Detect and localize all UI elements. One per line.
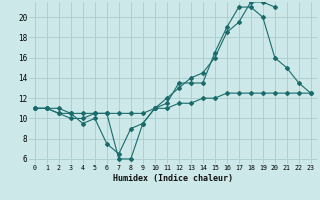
X-axis label: Humidex (Indice chaleur): Humidex (Indice chaleur): [113, 174, 233, 183]
